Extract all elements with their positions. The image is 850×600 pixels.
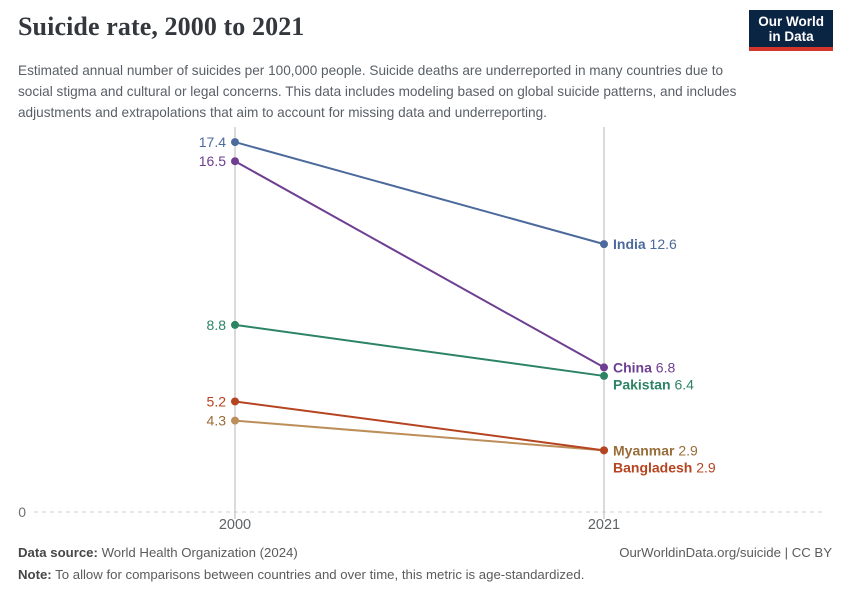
end-label-myanmar: Myanmar 2.9 xyxy=(613,442,698,458)
chart-subtitle: Estimated annual number of suicides per … xyxy=(18,63,737,120)
x-tick-label-2000: 2000 xyxy=(219,517,251,533)
owid-logo-line1: Our World xyxy=(758,14,824,29)
y-axis-zero-label: 0 xyxy=(18,504,26,520)
start-value-label-china: 16.5 xyxy=(199,153,226,169)
series-line-bangladesh[interactable] xyxy=(234,400,605,452)
note-value: To allow for comparisons between countri… xyxy=(55,567,585,582)
end-label-china: China 6.8 xyxy=(613,359,675,375)
series-point-india-end[interactable] xyxy=(600,240,608,249)
credit-link[interactable]: OurWorldinData.org/suicide | CC BY xyxy=(619,545,832,560)
series-line-india[interactable] xyxy=(234,141,605,246)
series-point-india-start[interactable] xyxy=(231,138,239,147)
series-point-china-start[interactable] xyxy=(231,157,239,166)
series-point-bangladesh-start[interactable] xyxy=(231,397,239,406)
data-source: Data source: World Health Organization (… xyxy=(18,544,298,561)
chart-footer: Data source: World Health Organization (… xyxy=(18,544,832,583)
end-label-india: India 12.6 xyxy=(613,236,677,252)
owid-logo[interactable]: Our World in Data xyxy=(749,10,833,51)
series-point-china-end[interactable] xyxy=(600,363,608,372)
data-source-value: World Health Organization (2024) xyxy=(101,545,298,560)
data-source-label: Data source: xyxy=(18,545,98,560)
end-label-bangladesh: Bangladesh 2.9 xyxy=(613,459,716,475)
slope-chart: 0 2000 2021 17.4 16.5 8.8 4.3 5.2 India 12.6 Chin… xyxy=(18,127,822,533)
start-value-label-bangladesh: 5.2 xyxy=(207,393,227,409)
series-line-china[interactable] xyxy=(234,160,605,369)
series-point-pakistan-end[interactable] xyxy=(600,371,608,380)
series-point-bangladesh-end[interactable] xyxy=(600,446,608,455)
end-label-pakistan: Pakistan 6.4 xyxy=(613,376,694,392)
series-line-myanmar[interactable] xyxy=(234,419,605,452)
x-tick-label-2021: 2021 xyxy=(588,517,620,533)
start-value-label-pakistan: 8.8 xyxy=(207,317,227,333)
series-point-pakistan-start[interactable] xyxy=(231,320,239,329)
chart-title: Suicide rate, 2000 to 2021 xyxy=(18,12,305,41)
note-label: Note: xyxy=(18,567,52,582)
chart-note: Note: To allow for comparisons between c… xyxy=(18,566,832,583)
start-value-label-india: 17.4 xyxy=(199,134,226,150)
start-value-label-myanmar: 4.3 xyxy=(207,413,227,429)
series-line-pakistan[interactable] xyxy=(234,323,605,377)
owid-logo-line2: in Data xyxy=(768,29,814,44)
series-point-myanmar-start[interactable] xyxy=(231,416,239,425)
